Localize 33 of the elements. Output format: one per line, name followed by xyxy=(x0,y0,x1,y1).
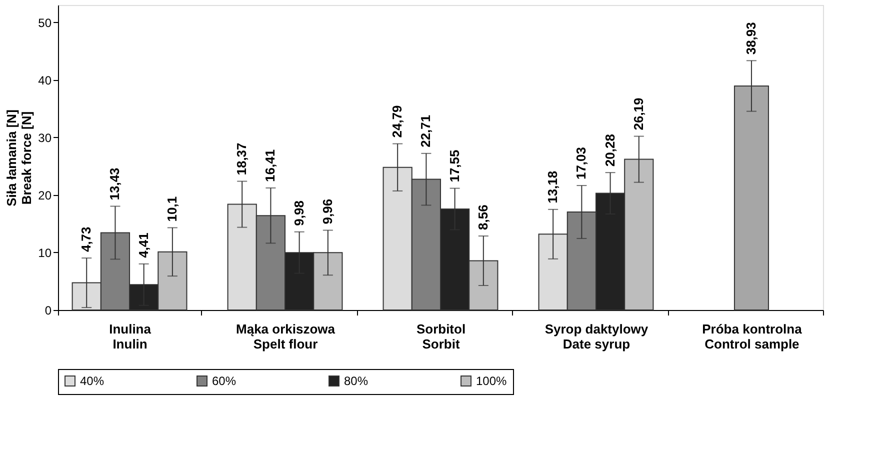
y-tick-label: 30 xyxy=(38,130,52,145)
data-label: 20,28 xyxy=(602,134,618,167)
data-label: 9,98 xyxy=(291,200,306,226)
legend-label: 80% xyxy=(344,374,368,388)
y-tick-label: 40 xyxy=(38,73,52,88)
data-label: 16,41 xyxy=(262,149,278,182)
x-tick-label: Mąka orkiszowa Spelt flour xyxy=(236,322,336,352)
y-tick-label: 50 xyxy=(38,16,52,30)
data-label: 17,03 xyxy=(574,146,589,180)
data-label: 8,56 xyxy=(475,204,490,230)
data-label: 38,93 xyxy=(743,22,758,55)
y-tick-label: 0 xyxy=(44,304,52,318)
data-label: 22,71 xyxy=(418,114,434,148)
y-tick-label: 20 xyxy=(38,188,52,202)
x-tick-label: Próba kontrolna Control sample xyxy=(702,322,803,352)
x-tick-label: Inulina Inulin xyxy=(109,322,152,352)
legend-label: 60% xyxy=(212,374,236,388)
data-label: 9,96 xyxy=(320,198,335,224)
legend-label: 100% xyxy=(476,374,508,388)
x-tick-label: Sorbitol Sorbit xyxy=(416,322,466,352)
x-tick-label: Syrop daktylowy Date syrup xyxy=(544,322,649,352)
data-label: 17,55 xyxy=(446,150,462,182)
data-label: 24,79 xyxy=(390,105,405,138)
data-label: 13,43 xyxy=(107,168,122,200)
data-label: 13,18 xyxy=(545,170,560,204)
legend-label: 40% xyxy=(80,374,104,388)
data-label: 4,41 xyxy=(136,232,151,258)
data-label: 10,1 xyxy=(164,196,180,222)
y-tick-label: 10 xyxy=(38,246,52,260)
y-axis-title: Siła łamania [N] Break force [N] xyxy=(4,110,34,206)
data-label: 26,19 xyxy=(630,98,646,130)
data-label: 18,37 xyxy=(234,142,250,176)
data-label: 4,73 xyxy=(78,226,94,252)
